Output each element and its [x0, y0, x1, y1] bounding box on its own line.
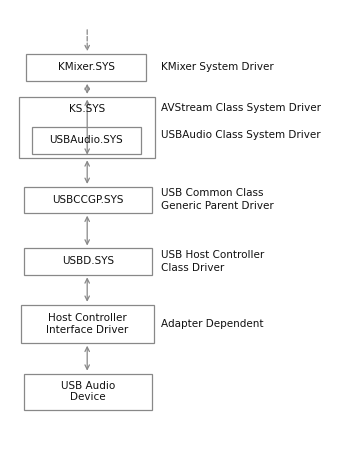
Bar: [19, 97, 155, 158]
Text: USB Audio
Device: USB Audio Device: [61, 381, 115, 402]
Text: KMixer.SYS: KMixer.SYS: [58, 63, 115, 72]
Text: Adapter Dependent: Adapter Dependent: [161, 319, 263, 329]
Text: AVStream Class System Driver: AVStream Class System Driver: [161, 103, 321, 113]
Bar: [26, 54, 146, 81]
Text: USBCCGP.SYS: USBCCGP.SYS: [52, 195, 124, 205]
Text: Host Controller
Interface Driver: Host Controller Interface Driver: [46, 313, 128, 335]
Text: KMixer System Driver: KMixer System Driver: [161, 63, 273, 72]
Text: KS.SYS: KS.SYS: [69, 104, 106, 114]
Bar: [24, 374, 152, 410]
Text: USBAudio.SYS: USBAudio.SYS: [50, 135, 123, 145]
Text: USBAudio Class System Driver: USBAudio Class System Driver: [161, 130, 320, 140]
Text: USB Common Class
Generic Parent Driver: USB Common Class Generic Parent Driver: [161, 188, 273, 212]
Bar: [32, 127, 141, 154]
Bar: [24, 248, 152, 274]
Bar: [24, 187, 152, 213]
Bar: [21, 305, 154, 343]
Text: USBD.SYS: USBD.SYS: [62, 256, 114, 266]
Text: USB Host Controller
Class Driver: USB Host Controller Class Driver: [161, 250, 264, 273]
